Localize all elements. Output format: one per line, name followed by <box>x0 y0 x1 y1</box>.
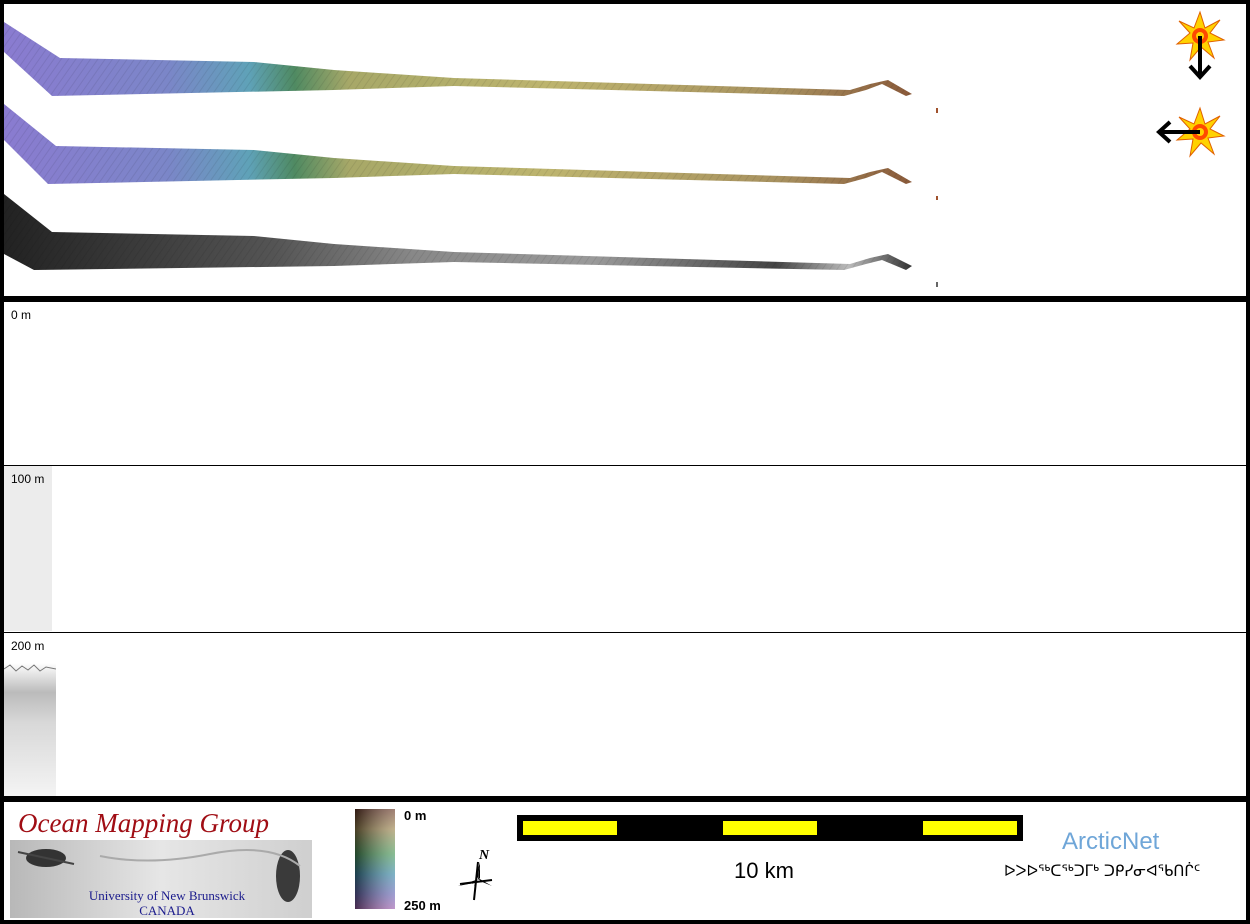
omg-country: CANADA <box>139 903 195 918</box>
swath-bathymetry-north <box>4 22 912 96</box>
depth-row-200: 200 m <box>4 633 1246 796</box>
profile-section-shading <box>4 466 52 631</box>
ocean-mapping-group-logo: Ocean Mapping Group University of New Br… <box>10 806 312 918</box>
north-arrow-graphic <box>458 861 493 902</box>
depth-label-200: 200 m <box>11 639 45 653</box>
depth-row-100: 100 m <box>4 466 1246 631</box>
arcticnet-logo: ArcticNet <box>1062 828 1160 855</box>
seafloor-profile-speckle <box>4 663 56 796</box>
north-label: N <box>479 848 490 863</box>
omg-logo-graphic <box>10 840 312 918</box>
sun-north-icon <box>1175 10 1226 80</box>
isolated-sounding <box>936 196 938 200</box>
depth-label-0: 0 m <box>11 308 32 322</box>
depth-divider <box>4 632 1246 633</box>
scale-segment <box>523 821 617 835</box>
depth-label-100: 100 m <box>11 472 45 486</box>
arcticnet-inuktitut: ᐅᐳᐅᖅᑕᖅᑐᒥᒃ ᑐᑭᓯᓂᐊᖃᑎᒌᑦ <box>1004 862 1201 880</box>
colorbar-top-label: 0 m <box>404 808 427 823</box>
swath-bathymetry-east <box>4 104 912 184</box>
scale-label: 10 km <box>734 858 794 883</box>
colorbar-bottom-label: 250 m <box>404 898 441 913</box>
depth-profile-panel: 0 m 100 m 200 m <box>4 302 1246 796</box>
swath-map <box>4 10 1226 287</box>
sun-east-icon <box>1156 106 1226 158</box>
legend-panel: Ocean Mapping Group University of New Br… <box>4 802 1246 920</box>
scale-segment <box>723 821 817 835</box>
omg-university-name: University of New Brunswick <box>88 888 246 903</box>
depth-divider <box>4 465 1246 466</box>
north-arrow-icon: N <box>452 848 496 908</box>
depth-colorbar <box>355 809 395 909</box>
omg-university: University of New Brunswick CANADA <box>62 888 272 918</box>
scale-bar <box>517 815 1023 841</box>
isolated-sounding <box>936 282 938 287</box>
scale-segment <box>923 821 1017 835</box>
omg-title: Ocean Mapping Group <box>18 808 269 838</box>
isolated-sounding <box>936 108 938 113</box>
depth-row-0: 0 m <box>4 302 1246 466</box>
map-panel <box>4 4 1246 296</box>
seafloor-mound-icon <box>276 850 300 902</box>
swath-backscatter <box>4 194 912 270</box>
